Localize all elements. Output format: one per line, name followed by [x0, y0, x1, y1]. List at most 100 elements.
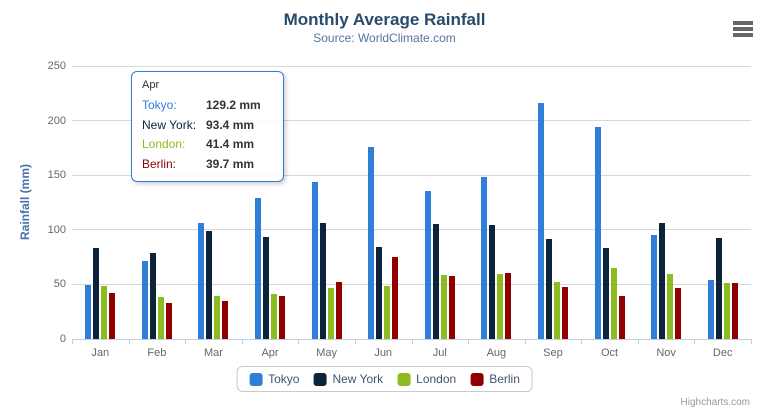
- legend-swatch-tokyo: [249, 372, 263, 386]
- y-axis-label-200: 200: [47, 114, 66, 127]
- bar-tokyo-sep[interactable]: [537, 102, 544, 339]
- tooltip-series-value: 41.4 mm: [206, 137, 255, 151]
- legend-label-tokyo: Tokyo: [268, 372, 300, 386]
- bar-new-york-jul[interactable]: [432, 224, 439, 339]
- bar-new-york-jan[interactable]: [93, 247, 100, 339]
- gridline-150: [72, 174, 751, 176]
- x-axis-tick: [72, 339, 73, 344]
- legend-item-berlin[interactable]: Berlin: [470, 372, 520, 386]
- bar-london-oct[interactable]: [610, 267, 617, 339]
- y-axis-label-50: 50: [53, 278, 66, 291]
- x-axis-tick: [581, 339, 583, 344]
- bar-tokyo-feb[interactable]: [141, 260, 148, 339]
- bar-tokyo-may[interactable]: [311, 181, 318, 339]
- tooltip-series-value: 93.4 mm: [206, 117, 255, 132]
- bar-tokyo-nov[interactable]: [651, 234, 658, 339]
- bar-berlin-jul[interactable]: [448, 276, 455, 339]
- x-axis-label-jun: Jun: [374, 347, 393, 359]
- bar-new-york-oct[interactable]: [602, 247, 609, 339]
- bar-berlin-feb[interactable]: [165, 302, 172, 339]
- x-axis-label-oct: Oct: [600, 347, 619, 359]
- gridline-100: [72, 229, 751, 231]
- bar-london-sep[interactable]: [553, 281, 560, 339]
- bar-london-jan[interactable]: [101, 285, 108, 339]
- x-axis-label-nov: Nov: [656, 347, 676, 359]
- y-axis-label-100: 100: [47, 223, 66, 236]
- bar-berlin-apr[interactable]: [279, 295, 286, 339]
- chart-subtitle: Source: WorldClimate.com: [313, 31, 456, 45]
- x-axis-label-aug: Aug: [486, 347, 507, 359]
- tooltip-row-berlin: Berlin: 39.7 mm: [142, 155, 273, 175]
- bar-berlin-jan[interactable]: [109, 292, 116, 339]
- tooltip-row-new-york: New York: 93.4 mm: [142, 116, 273, 136]
- bar-london-mar[interactable]: [214, 296, 221, 339]
- bar-berlin-jun[interactable]: [392, 256, 399, 339]
- bar-london-may[interactable]: [327, 287, 334, 339]
- export-menu-button[interactable]: [728, 15, 758, 42]
- bar-tokyo-jul[interactable]: [424, 190, 431, 339]
- bar-berlin-dec[interactable]: [731, 283, 738, 339]
- bar-tokyo-dec[interactable]: [707, 279, 714, 339]
- x-axis-tick: [524, 339, 526, 344]
- bar-new-york-may[interactable]: [319, 223, 326, 339]
- bar-tokyo-oct[interactable]: [594, 127, 601, 339]
- legend: Tokyo New York London Berlin: [236, 366, 533, 392]
- bar-london-jun[interactable]: [384, 286, 391, 339]
- bar-new-york-aug[interactable]: [489, 225, 496, 339]
- bar-berlin-nov[interactable]: [675, 287, 682, 339]
- bar-berlin-mar[interactable]: [222, 301, 229, 339]
- legend-label-new-york: New York: [332, 372, 384, 386]
- bar-berlin-oct[interactable]: [618, 296, 625, 339]
- tooltip: Apr Tokyo: 129.2 mm New York: 93.4 mm London…: [131, 71, 284, 182]
- y-axis-label-250: 250: [47, 60, 66, 72]
- x-axis-tick: [241, 339, 243, 344]
- legend-swatch-london: [397, 372, 411, 386]
- x-axis-label-jan: Jan: [91, 347, 110, 359]
- x-axis-label-jul: Jul: [432, 347, 447, 359]
- bar-new-york-feb[interactable]: [149, 252, 156, 339]
- x-axis-label-mar: Mar: [203, 347, 223, 359]
- x-axis-tick: [185, 339, 187, 344]
- bar-new-york-apr[interactable]: [263, 237, 270, 339]
- bar-tokyo-mar[interactable]: [198, 222, 205, 339]
- legend-item-tokyo[interactable]: Tokyo: [249, 372, 299, 386]
- x-axis-label-apr: Apr: [261, 347, 279, 359]
- tooltip-series-label: London:: [142, 137, 186, 151]
- bar-tokyo-apr[interactable]: [255, 197, 262, 339]
- chart-title: Monthly Average Rainfall: [283, 10, 486, 29]
- bar-new-york-dec[interactable]: [715, 238, 722, 339]
- x-axis-tick: [468, 339, 470, 344]
- bar-berlin-may[interactable]: [335, 281, 342, 339]
- legend-swatch-new-york: [313, 372, 327, 386]
- x-axis-tick: [298, 339, 300, 344]
- x-axis-tick: [637, 339, 639, 344]
- bar-london-jul[interactable]: [440, 274, 447, 339]
- bar-london-aug[interactable]: [497, 273, 504, 339]
- bar-new-york-sep[interactable]: [545, 239, 552, 339]
- bar-new-york-jun[interactable]: [376, 246, 383, 339]
- x-axis-tick: [354, 339, 356, 344]
- bar-london-feb[interactable]: [157, 296, 164, 339]
- x-axis-tick: [751, 339, 752, 344]
- bar-london-nov[interactable]: [667, 274, 674, 339]
- bar-new-york-nov[interactable]: [659, 222, 666, 339]
- legend-label-london: London: [416, 372, 457, 386]
- hamburger-icon: [733, 21, 753, 39]
- bar-tokyo-jan[interactable]: [85, 284, 92, 339]
- bar-tokyo-aug[interactable]: [481, 176, 488, 339]
- credits-link[interactable]: Highcharts.com: [680, 397, 750, 408]
- tooltip-series-value: 129.2 mm: [206, 98, 261, 112]
- bar-tokyo-jun[interactable]: [368, 146, 375, 339]
- bar-new-york-mar[interactable]: [206, 231, 213, 339]
- tooltip-series-label: Tokyo:: [142, 98, 177, 112]
- legend-item-new-york[interactable]: New York: [313, 372, 383, 386]
- bar-berlin-aug[interactable]: [505, 273, 512, 339]
- x-axis-tick: [694, 339, 696, 344]
- gridline-250: [72, 65, 751, 67]
- bar-berlin-sep[interactable]: [561, 287, 568, 339]
- bar-london-dec[interactable]: [723, 283, 730, 339]
- bar-london-apr[interactable]: [271, 293, 278, 339]
- tooltip-row-tokyo: Tokyo: 129.2 mm: [142, 96, 273, 116]
- legend-item-london[interactable]: London: [397, 372, 456, 386]
